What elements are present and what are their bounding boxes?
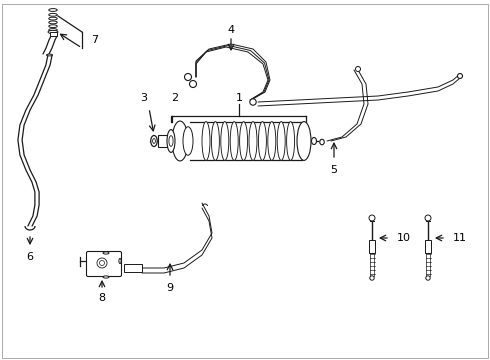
Ellipse shape	[172, 121, 188, 161]
Circle shape	[99, 261, 104, 266]
Ellipse shape	[49, 25, 57, 28]
Circle shape	[370, 276, 374, 280]
Circle shape	[369, 215, 375, 221]
Text: 4: 4	[227, 25, 235, 35]
Ellipse shape	[103, 276, 109, 278]
Ellipse shape	[230, 122, 238, 161]
Text: 9: 9	[167, 283, 173, 293]
Ellipse shape	[240, 122, 247, 161]
Circle shape	[97, 258, 107, 268]
Ellipse shape	[47, 54, 52, 56]
Ellipse shape	[297, 122, 311, 161]
Ellipse shape	[152, 139, 155, 143]
Ellipse shape	[277, 122, 285, 161]
Ellipse shape	[211, 122, 220, 161]
Bar	[49, 32, 56, 36]
Bar	[158, 135, 168, 147]
Ellipse shape	[49, 21, 57, 24]
Circle shape	[458, 73, 463, 78]
Text: 10: 10	[397, 233, 411, 243]
Text: 11: 11	[453, 233, 467, 243]
Ellipse shape	[258, 122, 267, 161]
Bar	[369, 240, 375, 253]
Ellipse shape	[48, 30, 58, 33]
Bar	[124, 264, 142, 272]
Ellipse shape	[167, 130, 175, 152]
Ellipse shape	[49, 13, 57, 16]
Ellipse shape	[183, 127, 193, 155]
Circle shape	[190, 81, 196, 87]
Text: 1: 1	[236, 93, 243, 103]
Circle shape	[250, 99, 256, 105]
Ellipse shape	[287, 122, 294, 161]
Text: 6: 6	[26, 252, 33, 262]
Ellipse shape	[49, 28, 57, 31]
Text: 8: 8	[98, 293, 105, 303]
Text: 2: 2	[172, 93, 178, 103]
Circle shape	[425, 215, 431, 221]
Ellipse shape	[169, 136, 173, 146]
Circle shape	[426, 276, 430, 280]
Text: 5: 5	[330, 165, 338, 175]
Bar	[425, 240, 431, 253]
Ellipse shape	[249, 122, 257, 161]
Ellipse shape	[202, 122, 210, 161]
FancyBboxPatch shape	[87, 252, 122, 276]
Circle shape	[356, 67, 361, 72]
Ellipse shape	[268, 122, 276, 161]
Text: 3: 3	[141, 93, 147, 103]
Ellipse shape	[49, 9, 57, 12]
Ellipse shape	[119, 258, 121, 264]
Text: 7: 7	[91, 35, 98, 45]
Ellipse shape	[151, 135, 157, 147]
Circle shape	[185, 73, 192, 81]
Ellipse shape	[312, 138, 317, 144]
Ellipse shape	[320, 139, 324, 145]
Ellipse shape	[103, 252, 109, 254]
Ellipse shape	[221, 122, 229, 161]
Ellipse shape	[49, 17, 57, 20]
